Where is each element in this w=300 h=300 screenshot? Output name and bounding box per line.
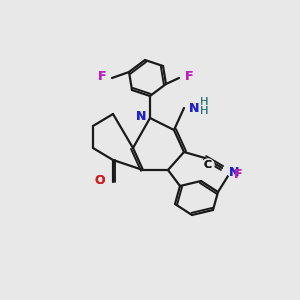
Text: F: F [185,70,193,83]
Circle shape [198,105,210,117]
Text: H: H [200,106,208,116]
Text: F: F [185,70,193,83]
Text: F: F [234,169,242,182]
Circle shape [183,70,195,82]
Text: N: N [229,166,239,178]
Text: N: N [136,110,146,122]
Text: H: H [200,106,208,116]
Text: N: N [136,110,146,122]
Circle shape [94,175,106,187]
Text: H: H [200,97,208,107]
Circle shape [188,102,200,114]
Text: F: F [98,70,106,83]
Text: N: N [189,101,199,115]
Circle shape [232,169,244,181]
Text: N: N [229,166,239,178]
Text: C: C [204,160,212,170]
Circle shape [198,96,210,108]
Text: O: O [95,175,105,188]
Text: F: F [98,70,106,83]
Text: N: N [189,101,199,115]
Text: H: H [200,97,208,107]
Text: F: F [234,169,242,182]
Circle shape [202,159,214,171]
Circle shape [96,70,108,82]
Text: C: C [204,160,212,170]
Text: O: O [95,175,105,188]
Circle shape [135,110,147,122]
Circle shape [228,166,240,178]
